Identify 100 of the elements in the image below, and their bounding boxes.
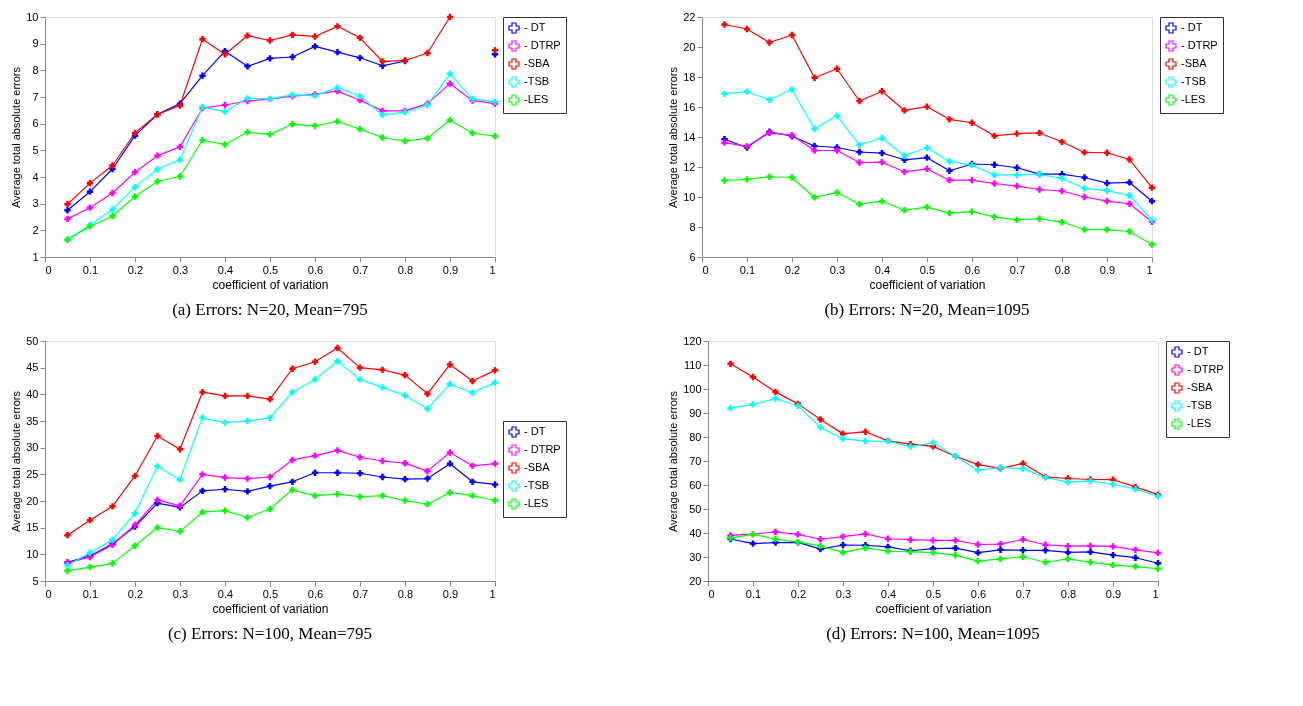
y-tick-label: 1 <box>32 250 39 263</box>
text: (a) Errors: N=20, Mean=795 <box>172 300 368 319</box>
x-tick-label: 0.4 <box>880 587 897 600</box>
y-tick-label: 80 <box>689 430 702 443</box>
x-tick-label: 0.8 <box>397 263 414 276</box>
x-tick-label: 0.3 <box>172 587 189 600</box>
y-tick-label: 70 <box>689 454 702 467</box>
x-axis-title: coefficient of variation <box>212 601 329 616</box>
y-tick-label: 20 <box>689 574 702 587</box>
legend-label: - DTRP <box>524 39 561 51</box>
x-tick-label: 0.1 <box>739 263 756 276</box>
x-tick-label: 0.8 <box>397 587 414 600</box>
y-tick-label: 5 <box>32 143 39 156</box>
y-tick-label: 3 <box>32 197 39 210</box>
x-tick-label: 0.3 <box>835 587 852 600</box>
y-tick-label: 35 <box>26 414 39 427</box>
text: (b) Errors: N=20, Mean=1095 <box>824 300 1030 319</box>
x-tick-label: 0.6 <box>970 587 987 600</box>
x-tick-label: 0.5 <box>919 263 936 276</box>
legend-label: - DTRP <box>1181 39 1218 51</box>
x-tick-label: 0.1 <box>745 587 762 600</box>
x-tick-label: 0.9 <box>1105 587 1122 600</box>
y-tick-label: 6 <box>689 250 696 263</box>
y-tick-label: 8 <box>32 63 39 76</box>
legend-label: -LES <box>524 93 549 105</box>
legend-label: -LES <box>524 497 549 509</box>
x-tick-label: 1 <box>1146 263 1153 276</box>
legend-label: -SBA <box>524 57 551 69</box>
legend-label: -TSB <box>1187 399 1213 411</box>
x-tick-label: 0.7 <box>1015 587 1032 600</box>
x-tick-label: 0.4 <box>217 263 234 276</box>
x-tick-label: 0.3 <box>172 263 189 276</box>
y-tick-label: 40 <box>689 526 702 539</box>
text: (d) Errors: N=100, Mean=1095 <box>826 624 1040 643</box>
x-tick-label: 0.6 <box>964 263 981 276</box>
y-tick-label: 45 <box>26 361 39 374</box>
y-tick-label: 8 <box>689 220 696 233</box>
y-tick-label: 4 <box>32 170 39 183</box>
y-tick-label: 10 <box>26 10 39 23</box>
y-axis-title: Average total absolute errors <box>667 66 680 209</box>
x-tick-label: 0.5 <box>262 263 279 276</box>
y-tick-label: 50 <box>26 334 39 347</box>
legend-label: -TSB <box>524 75 550 87</box>
y-axis-title: Average total absolute errors <box>10 66 23 209</box>
y-tick-label: 20 <box>683 40 696 53</box>
y-tick-label: 15 <box>26 521 39 534</box>
legend-label: - DT <box>1187 345 1209 357</box>
text: (c) Errors: N=100, Mean=795 <box>167 624 373 643</box>
y-tick-label: 30 <box>689 550 702 563</box>
legend-label: -TSB <box>524 479 550 491</box>
y-tick-label: 100 <box>683 382 702 395</box>
x-tick-label: 0.4 <box>874 263 891 276</box>
x-tick-label: 0.7 <box>1009 263 1026 276</box>
y-tick-label: 120 <box>683 334 702 347</box>
x-tick-label: 0.5 <box>925 587 942 600</box>
legend-label: - DT <box>524 21 546 33</box>
x-tick-label: 0.2 <box>790 587 807 600</box>
y-tick-label: 14 <box>683 130 696 143</box>
legend-label: - DTRP <box>524 443 561 455</box>
x-tick-label: 0.9 <box>1099 263 1116 276</box>
x-tick-label: 0 <box>708 587 715 600</box>
x-tick-label: 0.2 <box>127 587 144 600</box>
y-tick-label: 2 <box>32 223 39 236</box>
x-tick-label: 0 <box>45 587 52 600</box>
legend-label: -TSB <box>1181 75 1207 87</box>
x-tick-label: 0.5 <box>262 587 279 600</box>
x-tick-label: 0.8 <box>1060 587 1077 600</box>
x-axis-title: coefficient of variation <box>875 601 992 616</box>
x-tick-label: 1 <box>489 263 496 276</box>
y-tick-label: 22 <box>683 10 696 23</box>
y-tick-label: 30 <box>26 441 39 454</box>
x-tick-label: 0.1 <box>82 263 99 276</box>
x-tick-label: 0 <box>45 263 52 276</box>
y-tick-label: 6 <box>32 117 39 130</box>
y-tick-label: 40 <box>26 387 39 400</box>
x-tick-label: 0.2 <box>784 263 801 276</box>
y-tick-label: 10 <box>683 190 696 203</box>
y-tick-label: 25 <box>26 467 39 480</box>
y-tick-label: 9 <box>32 37 39 50</box>
legend-label: -LES <box>1187 417 1212 429</box>
y-axis-title: Average total absolute errors <box>10 390 23 533</box>
x-tick-label: 1 <box>489 587 496 600</box>
y-tick-label: 16 <box>683 100 696 113</box>
x-tick-label: 0.7 <box>352 587 369 600</box>
x-tick-label: 1 <box>1152 587 1159 600</box>
legend-label: -LES <box>1181 93 1206 105</box>
x-tick-label: 0.4 <box>217 587 234 600</box>
y-tick-label: 5 <box>32 574 39 587</box>
x-tick-label: 0.1 <box>82 587 99 600</box>
legend-label: - DT <box>524 425 546 437</box>
x-tick-label: 0.7 <box>352 263 369 276</box>
legend-label: - DT <box>1181 21 1203 33</box>
y-tick-label: 110 <box>683 358 702 371</box>
x-tick-label: 0.8 <box>1054 263 1071 276</box>
x-axis-title: coefficient of variation <box>869 277 986 292</box>
y-tick-label: 10 <box>26 547 39 560</box>
y-tick-label: 20 <box>26 494 39 507</box>
y-tick-label: 7 <box>32 90 39 103</box>
x-tick-label: 0.6 <box>307 263 324 276</box>
x-tick-label: 0.2 <box>127 263 144 276</box>
